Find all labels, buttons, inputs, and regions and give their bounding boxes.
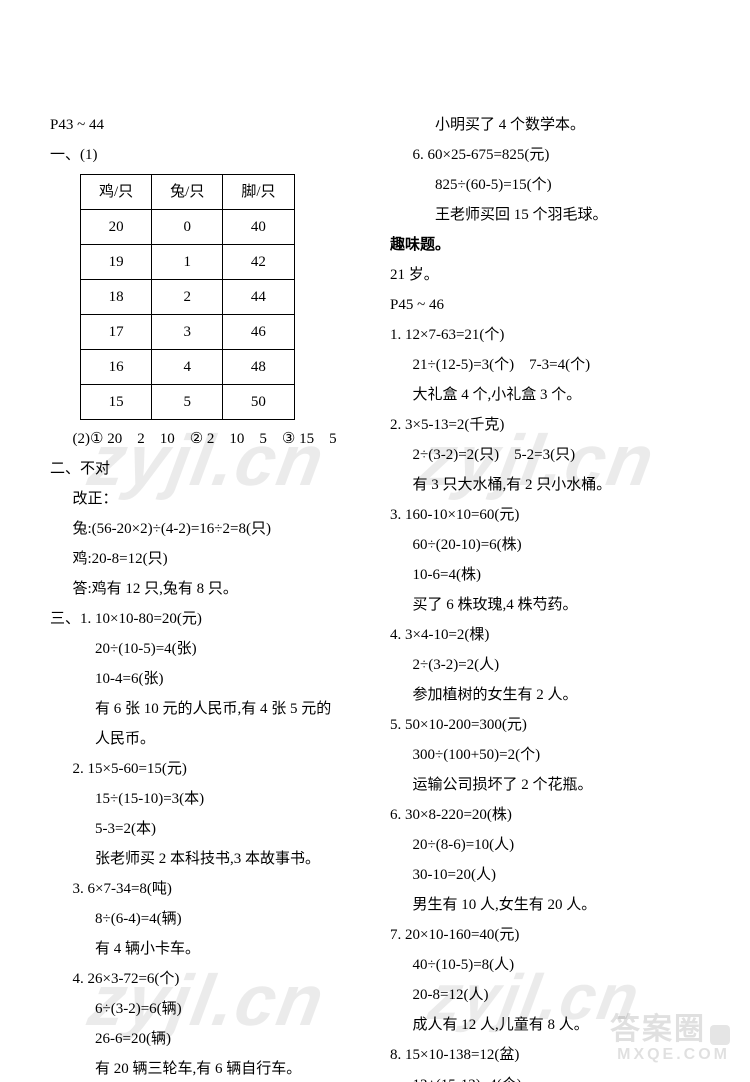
answer-line: 4. 3×4-10=2(棵) — [390, 620, 700, 650]
answer-line: 300÷(100+50)=2(个) — [390, 740, 700, 770]
section-3-head: 三、1. 10×10-80=20(元) — [50, 604, 360, 634]
answer-line: 5-3=2(本) — [50, 814, 360, 844]
answer-line: 6. 60×25-675=825(元) — [390, 140, 700, 170]
section-1-sub2: (2)① 20 2 10 ② 2 10 5 ③ 15 5 — [50, 424, 360, 454]
answer-line: 运输公司损坏了 2 个花瓶。 — [390, 770, 700, 800]
answer-line: 参加植树的女生有 2 人。 — [390, 680, 700, 710]
answer-line: 825÷(60-5)=15(个) — [390, 170, 700, 200]
answer-line: 21 岁。 — [390, 260, 700, 290]
document-page: zyjl.cn zyjl.cn zyjl.cn zyjl.cn 答案圈 MXQE… — [0, 0, 750, 1082]
answer-line: 兔:(56-20×2)÷(4-2)=16÷2=8(只) — [50, 514, 360, 544]
answer-line: 6÷(3-2)=6(辆) — [50, 994, 360, 1024]
answer-line: 改正： — [50, 484, 360, 514]
answer-line: 5. 50×10-200=300(元) — [390, 710, 700, 740]
answer-line: 有 3 只大水桶,有 2 只小水桶。 — [390, 470, 700, 500]
answer-line: 26-6=20(辆) — [50, 1024, 360, 1054]
table-header: 鸡/只 — [81, 175, 152, 210]
table-header: 兔/只 — [152, 175, 223, 210]
table-cell: 3 — [152, 315, 223, 350]
page-range: P45 ~ 46 — [390, 290, 700, 320]
answer-line: 7. 20×10-160=40(元) — [390, 920, 700, 950]
page-range: P43 ~ 44 — [50, 110, 360, 140]
table-cell: 40 — [223, 210, 294, 245]
answer-line: 2. 15×5-60=15(元) — [50, 754, 360, 784]
table-cell: 4 — [152, 350, 223, 385]
table-cell: 15 — [81, 385, 152, 420]
answer-line: 有 6 张 10 元的人民币,有 4 张 5 元的 — [50, 694, 360, 724]
table-cell: 2 — [152, 280, 223, 315]
answer-line: 成人有 12 人,儿童有 8 人。 — [390, 1010, 700, 1040]
brand-ornament-icon — [710, 1025, 730, 1045]
section-2-head: 二、不对 — [50, 454, 360, 484]
table-row: 17 3 46 — [81, 315, 295, 350]
table-header: 脚/只 — [223, 175, 294, 210]
left-column: P43 ~ 44 一、(1) 鸡/只 兔/只 脚/只 20 0 40 19 1 … — [50, 110, 360, 1082]
table-cell: 44 — [223, 280, 294, 315]
answer-line: 21÷(12-5)=3(个) 7-3=4(个) — [390, 350, 700, 380]
fun-question-head: 趣味题。 — [390, 230, 700, 260]
table-cell: 0 — [152, 210, 223, 245]
answer-line: 人民币。 — [50, 724, 360, 754]
table-cell: 48 — [223, 350, 294, 385]
answer-line: 鸡:20-8=12(只) — [50, 544, 360, 574]
right-column: 小明买了 4 个数学本。 6. 60×25-675=825(元) 825÷(60… — [390, 110, 700, 1082]
answer-line: 2÷(3-2)=2(只) 5-2=3(只) — [390, 440, 700, 470]
answer-line: 40÷(10-5)=8(人) — [390, 950, 700, 980]
answer-line: 8÷(6-4)=4(辆) — [50, 904, 360, 934]
answer-line: 买了 6 株玫瑰,4 株芍药。 — [390, 590, 700, 620]
table-cell: 46 — [223, 315, 294, 350]
table-cell: 5 — [152, 385, 223, 420]
content-columns: P43 ~ 44 一、(1) 鸡/只 兔/只 脚/只 20 0 40 19 1 … — [50, 110, 700, 1082]
answer-line: 2. 3×5-13=2(千克) — [390, 410, 700, 440]
answer-line: 30-10=20(人) — [390, 860, 700, 890]
table-cell: 16 — [81, 350, 152, 385]
answer-line: 王老师买回 15 个羽毛球。 — [390, 200, 700, 230]
answer-line: 有 4 辆小卡车。 — [50, 934, 360, 964]
answer-line: 大礼盒 4 个,小礼盒 3 个。 — [390, 380, 700, 410]
table-row: 19 1 42 — [81, 245, 295, 280]
table-row: 16 4 48 — [81, 350, 295, 385]
answer-line: 3. 6×7-34=8(吨) — [50, 874, 360, 904]
answer-line: 15÷(15-10)=3(本) — [50, 784, 360, 814]
table-row: 18 2 44 — [81, 280, 295, 315]
answer-line: 答:鸡有 12 只,兔有 8 只。 — [50, 574, 360, 604]
answer-line: 10-6=4(株) — [390, 560, 700, 590]
answer-line: 6. 30×8-220=20(株) — [390, 800, 700, 830]
answer-line: 20-8=12(人) — [390, 980, 700, 1010]
answer-line: 20÷(8-6)=10(人) — [390, 830, 700, 860]
chicken-rabbit-table: 鸡/只 兔/只 脚/只 20 0 40 19 1 42 18 2 44 — [80, 174, 295, 420]
table-cell: 18 — [81, 280, 152, 315]
answer-line: 男生有 10 人,女生有 20 人。 — [390, 890, 700, 920]
answer-line: 1. 12×7-63=21(个) — [390, 320, 700, 350]
answer-line: 20÷(10-5)=4(张) — [50, 634, 360, 664]
table-row: 20 0 40 — [81, 210, 295, 245]
table-cell: 42 — [223, 245, 294, 280]
table-cell: 50 — [223, 385, 294, 420]
section-1-head: 一、(1) — [50, 140, 360, 170]
answer-line: 2÷(3-2)=2(人) — [390, 650, 700, 680]
answer-line: 60÷(20-10)=6(株) — [390, 530, 700, 560]
table-cell: 1 — [152, 245, 223, 280]
table-cell: 20 — [81, 210, 152, 245]
answer-line: 4. 26×3-72=6(个) — [50, 964, 360, 994]
answer-line: 有 20 辆三轮车,有 6 辆自行车。 — [50, 1054, 360, 1082]
answer-line: 3. 160-10×10=60(元) — [390, 500, 700, 530]
table-cell: 17 — [81, 315, 152, 350]
answer-line: 张老师买 2 本科技书,3 本故事书。 — [50, 844, 360, 874]
table-cell: 19 — [81, 245, 152, 280]
answer-line: 小明买了 4 个数学本。 — [390, 110, 700, 140]
answer-line: 12÷(15-12)=4(个) — [390, 1070, 700, 1082]
answer-line: 8. 15×10-138=12(盆) — [390, 1040, 700, 1070]
table-row: 15 5 50 — [81, 385, 295, 420]
answer-line: 10-4=6(张) — [50, 664, 360, 694]
